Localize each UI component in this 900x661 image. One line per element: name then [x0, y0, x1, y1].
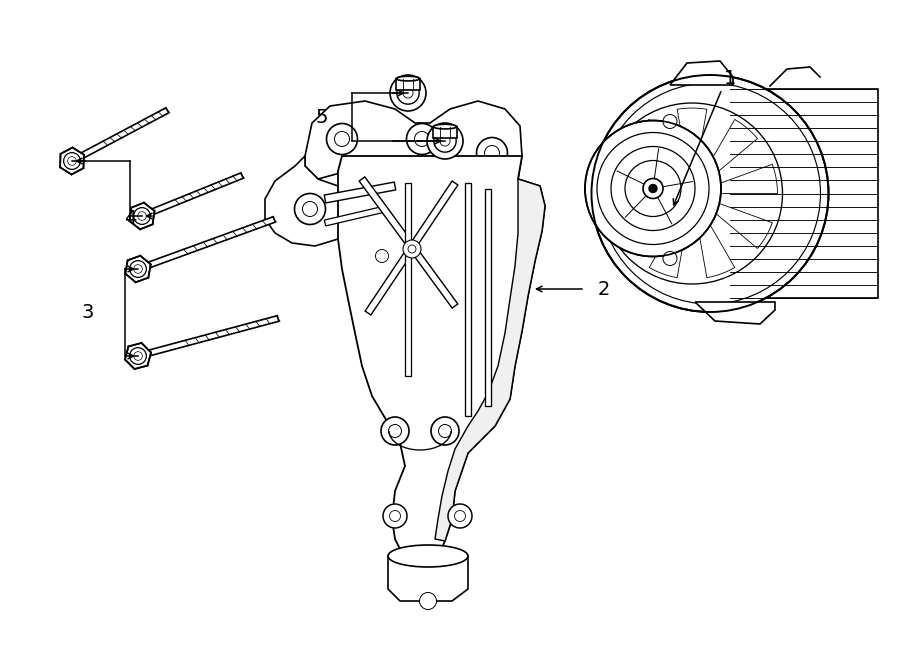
Circle shape [643, 178, 663, 198]
Circle shape [130, 348, 147, 364]
Circle shape [294, 194, 326, 225]
Circle shape [403, 240, 421, 258]
Text: 3: 3 [82, 303, 94, 322]
Ellipse shape [388, 545, 468, 567]
Circle shape [448, 504, 472, 528]
Circle shape [403, 88, 413, 98]
Circle shape [476, 137, 508, 169]
Circle shape [390, 510, 400, 522]
Polygon shape [125, 343, 151, 369]
Circle shape [649, 184, 657, 192]
Circle shape [454, 510, 465, 522]
Circle shape [134, 352, 142, 360]
Polygon shape [485, 189, 490, 406]
Circle shape [408, 245, 416, 253]
Polygon shape [612, 201, 675, 249]
Circle shape [134, 264, 142, 273]
Polygon shape [338, 156, 545, 563]
Polygon shape [125, 256, 150, 282]
Circle shape [427, 123, 463, 159]
Polygon shape [388, 556, 468, 601]
Text: 5: 5 [316, 108, 328, 126]
Circle shape [375, 249, 389, 262]
Circle shape [397, 82, 419, 104]
Polygon shape [365, 181, 458, 315]
Circle shape [440, 136, 450, 146]
Polygon shape [396, 79, 419, 91]
Polygon shape [670, 61, 733, 85]
Polygon shape [465, 183, 471, 416]
Polygon shape [607, 164, 671, 194]
Circle shape [585, 120, 721, 256]
Circle shape [431, 417, 459, 445]
Circle shape [133, 208, 150, 224]
Circle shape [611, 147, 695, 231]
Text: 2: 2 [598, 280, 610, 299]
Ellipse shape [396, 76, 419, 81]
Circle shape [335, 132, 349, 147]
Polygon shape [60, 147, 84, 175]
Circle shape [484, 145, 500, 161]
Polygon shape [70, 108, 168, 163]
Text: 4: 4 [124, 209, 136, 228]
Text: 1: 1 [724, 69, 736, 89]
Polygon shape [695, 302, 775, 324]
Polygon shape [359, 177, 458, 308]
Polygon shape [433, 127, 456, 138]
Polygon shape [137, 217, 275, 272]
Circle shape [625, 161, 681, 217]
Circle shape [389, 424, 401, 438]
Circle shape [302, 202, 318, 217]
Circle shape [419, 592, 436, 609]
Circle shape [434, 130, 456, 152]
Circle shape [415, 132, 429, 147]
Circle shape [68, 157, 76, 165]
Polygon shape [649, 213, 688, 278]
Polygon shape [435, 179, 545, 541]
Polygon shape [305, 101, 522, 189]
Circle shape [438, 424, 452, 438]
Circle shape [407, 124, 437, 155]
Bar [730, 89, 878, 298]
Circle shape [130, 260, 147, 278]
Polygon shape [713, 164, 778, 194]
Circle shape [64, 153, 80, 169]
Ellipse shape [433, 124, 456, 129]
Polygon shape [137, 316, 279, 359]
Polygon shape [405, 183, 411, 376]
Circle shape [383, 504, 407, 528]
Polygon shape [265, 156, 355, 246]
Circle shape [390, 75, 426, 111]
Polygon shape [677, 108, 706, 172]
Circle shape [663, 114, 677, 128]
Polygon shape [342, 156, 372, 186]
Circle shape [663, 251, 677, 266]
Circle shape [138, 212, 147, 220]
Polygon shape [141, 173, 243, 219]
Circle shape [327, 124, 357, 155]
Polygon shape [130, 203, 155, 229]
Polygon shape [696, 213, 734, 278]
Circle shape [381, 417, 409, 445]
Polygon shape [703, 120, 758, 179]
Polygon shape [324, 206, 386, 226]
Circle shape [597, 132, 709, 245]
Polygon shape [626, 120, 681, 179]
Polygon shape [324, 182, 396, 203]
Polygon shape [709, 201, 772, 249]
Circle shape [591, 75, 829, 312]
